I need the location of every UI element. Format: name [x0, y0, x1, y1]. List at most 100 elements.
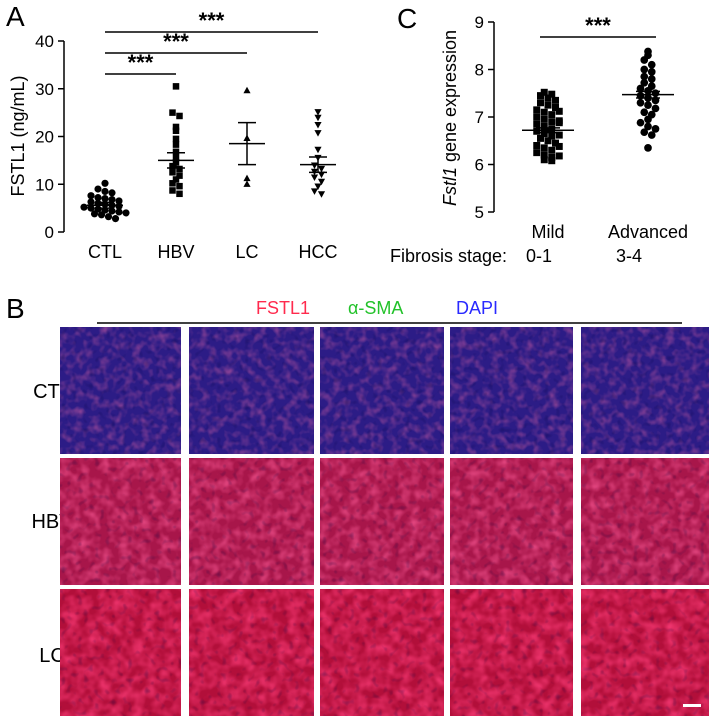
chart-c-point — [552, 104, 559, 111]
chart-c-point — [533, 113, 541, 121]
chart-c-point — [640, 72, 649, 81]
chart-c-point — [540, 88, 548, 96]
chart-a-point — [172, 123, 180, 131]
chart-c-point — [644, 144, 652, 152]
chart-a-point — [172, 148, 180, 156]
micrograph-legend: FSTL1 α-SMA DAPI — [97, 298, 682, 324]
chart-a-x-tick-label: LC — [235, 242, 258, 262]
chart-a-point — [176, 165, 183, 173]
chart-a-y-tick-label: 40 — [35, 32, 54, 51]
chart-a-point — [314, 121, 322, 129]
micrograph-ctl-5 — [581, 327, 709, 454]
chart-c-point — [548, 146, 556, 154]
chart-c-point — [555, 107, 563, 115]
chart-a-point — [87, 204, 95, 212]
chart-a-x-tick-label: HBV — [157, 242, 194, 262]
chart-a-point — [169, 187, 176, 194]
chart-c-x-tick-label: Advanced — [608, 222, 688, 242]
chart-a-point — [169, 162, 176, 170]
panel-letter-b: B — [6, 293, 25, 324]
chart-c-point — [533, 142, 541, 149]
chart-a-point — [115, 202, 123, 210]
chart-c-ylabel-gene: Fstl1 — [440, 167, 460, 206]
micrograph-hbv-1 — [60, 458, 181, 585]
chart-a-point — [94, 194, 102, 202]
chart-c-stage-advanced: 3-4 — [616, 246, 642, 266]
legend-asma: α-SMA — [348, 298, 403, 318]
chart-a-point — [310, 174, 319, 181]
chart-a-y-tick-label: 10 — [35, 175, 54, 194]
chart-c-point — [533, 120, 541, 128]
chart-c-point — [540, 123, 548, 130]
chart-a-point — [317, 171, 326, 179]
chart-c-stage-mild: 0-1 — [526, 246, 552, 266]
panel-letter-c: C — [397, 3, 417, 34]
micrograph-lc-3 — [320, 589, 444, 716]
chart-c-sig-label: *** — [585, 13, 611, 38]
chart-c-group-prefix: Fibrosis stage: — [390, 246, 507, 266]
chart-c-point — [636, 118, 645, 127]
chart-a-point — [314, 130, 322, 137]
chart-c-point — [540, 144, 548, 152]
chart-c-y-tick-label: 5 — [475, 203, 484, 222]
chart-c-point — [540, 108, 548, 116]
micrograph-hbv-4 — [450, 458, 573, 585]
chart-c-point — [548, 132, 556, 140]
chart-c: 5 6 7 8 9 Mild Advanced *** Fstl1 gene express… — [390, 13, 688, 266]
chart-a-point — [243, 180, 251, 187]
chart-c-x-tick-label: Mild — [531, 222, 564, 242]
chart-a-point — [243, 174, 251, 182]
chart-a-point — [97, 211, 106, 219]
chart-c-point — [555, 142, 563, 150]
chart-a-point — [122, 209, 130, 217]
scale-bar — [683, 704, 701, 707]
chart-c-point — [544, 94, 552, 102]
chart-c-point — [548, 111, 556, 119]
chart-a-point — [317, 191, 326, 198]
chart-c-point — [651, 125, 660, 133]
chart-a-point — [172, 127, 180, 135]
micrograph-hbv-5 — [581, 458, 709, 585]
chart-c-point — [548, 125, 556, 133]
chart-a-point — [314, 146, 322, 154]
chart-a-point — [104, 213, 113, 221]
chart-c-point — [544, 101, 552, 109]
chart-a-point — [172, 135, 180, 143]
chart-c-point — [647, 60, 656, 69]
chart-a-point — [87, 198, 95, 206]
chart-a-point — [101, 179, 109, 187]
chart-a-point — [243, 86, 251, 94]
chart-c-point — [644, 115, 652, 124]
chart-a-point — [80, 203, 88, 211]
chart-a-y-tick-label: 0 — [45, 223, 54, 242]
chart-a-x-tick-label: CTL — [88, 242, 122, 262]
chart-c-point — [555, 117, 563, 125]
chart-c-point — [640, 56, 649, 64]
chart-a-sig-label: *** — [128, 50, 154, 75]
chart-a-point — [111, 215, 120, 223]
chart-c-point — [640, 108, 649, 117]
chart-c-point — [540, 151, 548, 159]
micrograph-ctl-3 — [320, 327, 444, 454]
legend-fstl1: FSTL1 — [256, 298, 310, 318]
chart-c-point — [537, 134, 544, 142]
chart-a-y-tick-label: 30 — [35, 80, 54, 99]
chart-c-point — [647, 75, 656, 83]
micrograph-lc-2 — [189, 589, 314, 716]
chart-a-point — [310, 188, 319, 195]
micrograph-hbv-2 — [189, 458, 314, 585]
chart-c-point — [540, 156, 548, 164]
chart-a-point — [115, 208, 123, 216]
chart-a-point — [169, 180, 176, 187]
row-label-lc: LC — [39, 645, 65, 667]
chart-c-point — [647, 68, 656, 76]
chart-c-point — [544, 137, 552, 145]
chart-c-point — [640, 78, 649, 87]
micrograph-hbv-3 — [320, 458, 444, 585]
panel-letter-a: A — [6, 1, 25, 32]
chart-a-point — [314, 114, 322, 122]
chart-c-point — [647, 131, 656, 139]
chart-c-y-tick-label: 9 — [475, 13, 484, 32]
chart-c-point — [548, 157, 556, 165]
